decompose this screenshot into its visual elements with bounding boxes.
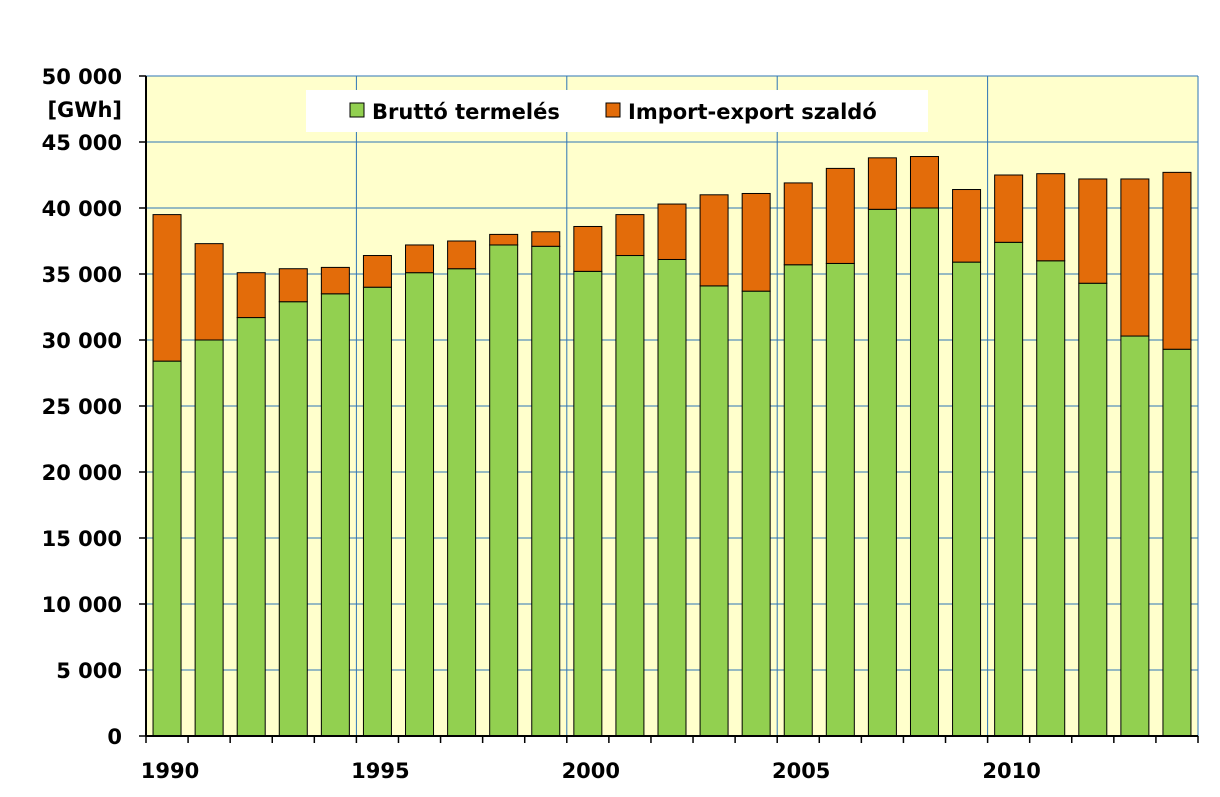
bar-import-export-szaldo-2007 bbox=[867, 157, 897, 210]
legend-swatch-import-export-szaldo bbox=[605, 102, 621, 118]
bar-brutto-termeles-2006 bbox=[825, 262, 855, 737]
bar-brutto-termeles-1997 bbox=[447, 268, 477, 737]
bar-import-export-szaldo-2012 bbox=[1078, 178, 1108, 284]
bar-import-export-szaldo-1990 bbox=[152, 214, 182, 362]
bar-import-export-szaldo-1992 bbox=[236, 272, 266, 319]
bar-brutto-termeles-2009 bbox=[952, 261, 982, 737]
bar-import-export-szaldo-2008 bbox=[909, 156, 939, 209]
bar-brutto-termeles-2008 bbox=[909, 207, 939, 737]
bar-import-export-szaldo-2011 bbox=[1036, 173, 1066, 262]
y-tick-label: 40 000 bbox=[42, 197, 122, 221]
bar-import-export-szaldo-1993 bbox=[278, 268, 308, 303]
x-tick-label: 2010 bbox=[982, 759, 1040, 783]
bar-import-export-szaldo-2004 bbox=[741, 192, 771, 292]
bar-import-export-szaldo-2014 bbox=[1162, 171, 1192, 350]
bar-brutto-termeles-1998 bbox=[489, 244, 519, 737]
bar-brutto-termeles-1999 bbox=[531, 245, 561, 737]
bar-brutto-termeles-2004 bbox=[741, 290, 771, 737]
y-tick-label: 15 000 bbox=[42, 527, 122, 551]
legend-swatch-brutto-termeles bbox=[349, 102, 365, 118]
bar-import-export-szaldo-1996 bbox=[405, 244, 435, 274]
bar-import-export-szaldo-2001 bbox=[615, 214, 645, 257]
bar-import-export-szaldo-2013 bbox=[1120, 178, 1150, 337]
bar-brutto-termeles-1992 bbox=[236, 317, 266, 737]
bar-import-export-szaldo-1997 bbox=[447, 240, 477, 270]
bar-brutto-termeles-2002 bbox=[657, 258, 687, 737]
bar-import-export-szaldo-2000 bbox=[573, 225, 603, 272]
bar-brutto-termeles-2010 bbox=[994, 241, 1024, 737]
legend-label-brutto-termeles: Bruttó termelés bbox=[372, 100, 560, 124]
y-tick-label: 20 000 bbox=[42, 461, 122, 485]
bar-import-export-szaldo-1999 bbox=[531, 231, 561, 247]
bar-brutto-termeles-1991 bbox=[194, 339, 224, 737]
y-tick-label: 25 000 bbox=[42, 395, 122, 419]
bar-import-export-szaldo-2003 bbox=[699, 194, 729, 287]
bar-import-export-szaldo-1995 bbox=[362, 255, 392, 288]
legend: Bruttó termelés Import-export szaldó bbox=[306, 90, 928, 132]
bar-brutto-termeles-1993 bbox=[278, 301, 308, 737]
x-tick-label: 2005 bbox=[772, 759, 830, 783]
y-tick-label: 45 000 bbox=[42, 131, 122, 155]
y-tick-label: 10 000 bbox=[42, 593, 122, 617]
y-tick-label: 0 bbox=[107, 725, 122, 749]
bar-brutto-termeles-1994 bbox=[320, 293, 350, 737]
y-tick-label: 35 000 bbox=[42, 263, 122, 287]
legend-label-import-export-szaldo: Import-export szaldó bbox=[628, 100, 877, 124]
bar-brutto-termeles-2001 bbox=[615, 255, 645, 737]
bar-brutto-termeles-1995 bbox=[362, 286, 392, 737]
bar-brutto-termeles-2014 bbox=[1162, 348, 1192, 737]
bar-brutto-termeles-2012 bbox=[1078, 282, 1108, 737]
bar-import-export-szaldo-2006 bbox=[825, 167, 855, 264]
bar-brutto-termeles-1996 bbox=[405, 272, 435, 737]
bar-brutto-termeles-2003 bbox=[699, 285, 729, 737]
bar-brutto-termeles-2013 bbox=[1120, 335, 1150, 737]
bar-brutto-termeles-2005 bbox=[783, 264, 813, 737]
bar-import-export-szaldo-2005 bbox=[783, 182, 813, 266]
y-tick-label: 50 000 bbox=[42, 65, 122, 89]
x-tick-label: 2000 bbox=[562, 759, 620, 783]
y-tick-label: 5 000 bbox=[56, 659, 122, 683]
bar-import-export-szaldo-1991 bbox=[194, 243, 224, 341]
x-tick-labels: 1990 1995 2000 2005 2010 bbox=[141, 759, 1041, 783]
bar-import-export-szaldo-1998 bbox=[489, 233, 519, 246]
bars bbox=[152, 156, 1192, 737]
y-tick-label: 30 000 bbox=[42, 329, 122, 353]
bar-import-export-szaldo-2009 bbox=[952, 189, 982, 263]
bar-brutto-termeles-1990 bbox=[152, 360, 182, 737]
bar-import-export-szaldo-2010 bbox=[994, 174, 1024, 243]
bar-import-export-szaldo-2002 bbox=[657, 203, 687, 260]
bar-brutto-termeles-2011 bbox=[1036, 260, 1066, 737]
axes bbox=[139, 75, 1199, 743]
x-tick-label: 1995 bbox=[351, 759, 409, 783]
x-tick-label: 1990 bbox=[141, 759, 199, 783]
bar-brutto-termeles-2000 bbox=[573, 270, 603, 737]
bar-import-export-szaldo-1994 bbox=[320, 266, 350, 295]
bar-brutto-termeles-2007 bbox=[867, 208, 897, 737]
y-axis-unit-label: [GWh] bbox=[47, 98, 122, 122]
y-tick-labels: 0 5 000 10 000 15 000 20 000 25 000 30 000 35 0… bbox=[42, 65, 122, 749]
